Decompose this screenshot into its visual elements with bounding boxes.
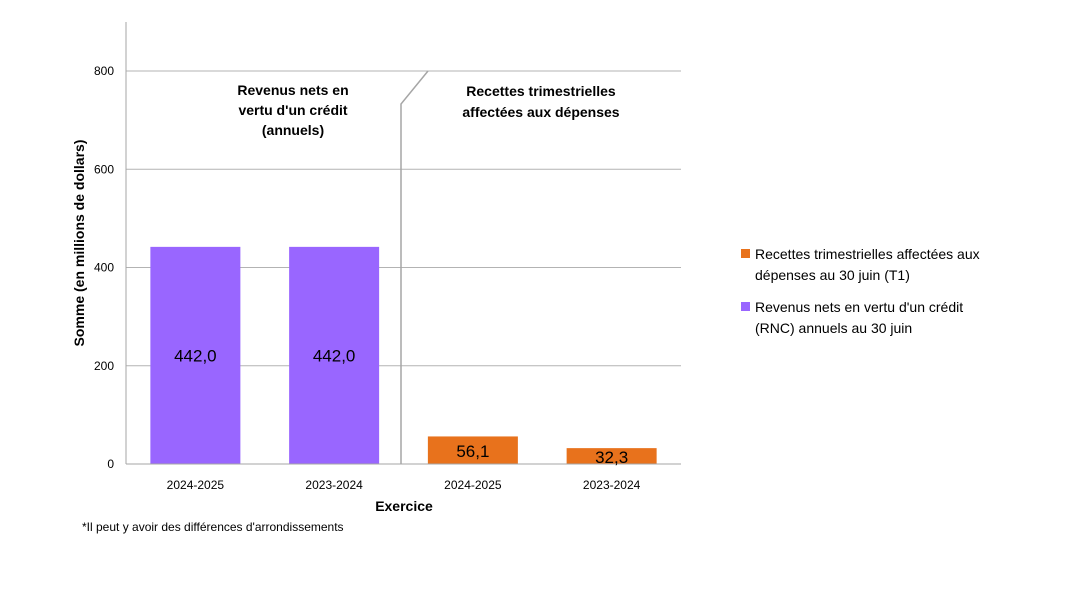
bar bbox=[427, 436, 518, 464]
y-tick-label: 600 bbox=[94, 162, 114, 176]
section-label-annual: Revenus nets en vertu d'un crédit (annuels… bbox=[237, 82, 348, 138]
bar bbox=[566, 448, 657, 464]
bars bbox=[150, 246, 657, 464]
labels: 0 200 400 600 800 2024-2025 2023-2024 2024-2025… bbox=[94, 64, 641, 492]
x-tick-label: 2024-2025 bbox=[444, 478, 502, 492]
legend-swatch-quarterly bbox=[741, 249, 750, 258]
data-label: 442,0 bbox=[313, 346, 356, 365]
data-label: 32,3 bbox=[595, 448, 628, 467]
section-label-line: Recettes trimestrielles bbox=[466, 83, 616, 99]
data-label: 56,1 bbox=[456, 442, 489, 461]
x-tick-label: 2024-2025 bbox=[167, 478, 225, 492]
section-label-quarterly: Recettes trimestrielles affectées aux dép… bbox=[462, 83, 619, 120]
footnote: *Il peut y avoir des différences d'arron… bbox=[82, 520, 344, 534]
bar bbox=[289, 246, 380, 464]
legend-item-quarterly: Recettes trimestrielles affectées aux dé… bbox=[741, 244, 1041, 286]
section-label-line: vertu d'un crédit bbox=[238, 102, 347, 118]
legend-swatch-annual bbox=[741, 302, 750, 311]
y-tick-label: 200 bbox=[94, 359, 114, 373]
legend: Recettes trimestrielles affectées aux dé… bbox=[741, 244, 1041, 350]
x-tick-label: 2023-2024 bbox=[305, 478, 363, 492]
axes bbox=[125, 22, 681, 465]
legend-label-quarterly: Recettes trimestrielles affectées aux dé… bbox=[755, 246, 980, 283]
x-tick-label: 2023-2024 bbox=[583, 478, 641, 492]
y-tick-label: 0 bbox=[107, 457, 114, 471]
legend-label-annual: Revenus nets en vertu d'un crédit (RNC) … bbox=[755, 299, 964, 336]
bar bbox=[150, 246, 241, 464]
section-label-line: (annuels) bbox=[262, 122, 324, 138]
data-label: 442,0 bbox=[174, 346, 217, 365]
y-axis-title: Somme (en millions de dollars) bbox=[71, 140, 87, 347]
x-axis-title: Exercice bbox=[375, 498, 433, 514]
y-tick-label: 800 bbox=[94, 64, 114, 78]
section-divider bbox=[400, 70, 429, 464]
y-tick-label: 400 bbox=[94, 261, 114, 275]
section-label-line: Revenus nets en bbox=[237, 82, 348, 98]
section-label-line: affectées aux dépenses bbox=[462, 104, 619, 120]
legend-item-annual: Revenus nets en vertu d'un crédit (RNC) … bbox=[741, 297, 1041, 339]
